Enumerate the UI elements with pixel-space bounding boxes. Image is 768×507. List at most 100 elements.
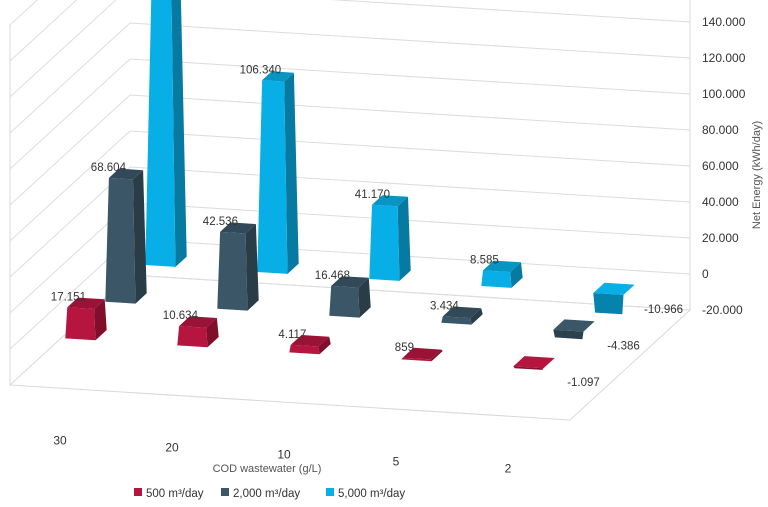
y-tick-label: 140.000 [702, 15, 746, 29]
bar-front [481, 270, 512, 288]
bar-front [593, 293, 624, 315]
data-label: 42.536 [203, 216, 238, 228]
y-tick-label: 120.000 [702, 51, 746, 65]
legend-label: 2,000 m³/day [233, 488, 300, 500]
bar: 3.434 [430, 300, 483, 325]
gridline [9, 130, 691, 242]
legend-swatch [134, 488, 142, 496]
bar-side [358, 277, 371, 318]
bar-top [179, 316, 217, 328]
gridline [9, 0, 78, 62]
y-axis-ticks: 180.000160.000140.000120.000100.00080.00… [702, 15, 746, 317]
bar: 106.340 [240, 65, 299, 274]
bar-top [262, 71, 294, 82]
bar: -1.097 [513, 356, 600, 389]
bar-top [593, 282, 635, 295]
data-label: 4.117 [278, 329, 306, 341]
data-label: -4.386 [607, 341, 640, 353]
legend-swatch [326, 488, 334, 496]
bar: 4.117 [278, 329, 331, 355]
bar: 171.510 [145, 0, 187, 267]
y-tick-label: 20.000 [702, 231, 739, 245]
bars: 171.510 106.340 41.170 8.585 -10.966 68.604 42… [51, 0, 683, 389]
data-label: 106.340 [240, 65, 282, 77]
x-axis-label: COD wastewater (g/L) [213, 463, 322, 475]
bar-side [133, 170, 147, 304]
bar-front [369, 204, 400, 281]
y-axis-label: Net Energy (kWh/day) [751, 121, 763, 229]
bar-top [108, 168, 144, 180]
bar-front [513, 366, 544, 370]
legend-label: 500 m³/day [146, 488, 204, 500]
bar-front [553, 329, 584, 340]
bar-side [284, 72, 299, 274]
bar-side [206, 318, 219, 348]
bar-top [442, 306, 482, 319]
data-label: 3.434 [430, 300, 459, 312]
x-tick-label: 20 [165, 441, 179, 455]
bar-side [430, 349, 443, 362]
bar: 859 [395, 342, 443, 362]
gridline [9, 58, 691, 170]
bar-side [510, 262, 523, 288]
bar-top [67, 297, 105, 309]
x-tick-label: 2 [505, 462, 512, 476]
data-label: -10.966 [644, 304, 683, 316]
y-tick-label: 0 [702, 267, 709, 281]
back-wall-edge [689, 0, 691, 310]
bar-top [483, 260, 521, 273]
bar-front [105, 177, 136, 304]
bar: 41.170 [355, 189, 411, 281]
bar-front [217, 231, 248, 311]
bar-top [553, 319, 595, 332]
bar-top [290, 335, 330, 347]
bar: 8.585 [470, 255, 523, 288]
bar: -10.966 [593, 282, 683, 316]
gridline [9, 22, 691, 134]
data-label: 17.151 [51, 291, 86, 303]
data-label: 68.604 [91, 162, 127, 174]
data-label: 41.170 [355, 189, 390, 201]
bar-front [177, 326, 208, 348]
bar-side [245, 224, 259, 311]
bar-top [331, 276, 369, 288]
bar-top [513, 356, 555, 369]
y-tick-label: 40.000 [702, 195, 739, 209]
gridline [9, 0, 691, 98]
bar-front [65, 307, 96, 341]
bar-side [171, 0, 187, 267]
gridline [9, 94, 691, 206]
data-label: 10.634 [163, 310, 199, 322]
data-label: -1.097 [567, 377, 600, 389]
x-axis-ticks: 30 20 10 5 2 [53, 434, 511, 476]
bar: 16.468 [315, 270, 371, 318]
x-tick-label: 30 [53, 434, 67, 448]
bar-front [329, 285, 360, 318]
bar-front [401, 357, 432, 362]
y-tick-label: 60.000 [702, 159, 739, 173]
bar-front [257, 80, 288, 274]
bar-side [397, 196, 411, 281]
gridline [9, 166, 691, 278]
bar-front [441, 316, 472, 325]
y-tick-label: 100.000 [702, 87, 746, 101]
x-tick-label: 5 [393, 455, 400, 469]
y-tick-label: -20.000 [702, 303, 743, 317]
bar-top [220, 222, 256, 234]
bar: -4.386 [553, 319, 640, 353]
bar-side [318, 336, 331, 355]
bar: 68.604 [91, 162, 147, 304]
x-tick-label: 10 [277, 448, 291, 462]
data-label: 16.468 [315, 270, 350, 282]
bar-side [94, 299, 107, 341]
legend: 500 m³/day 2,000 m³/day 5,000 m³/day [134, 488, 405, 500]
legend-label: 5,000 m³/day [338, 488, 405, 500]
legend-swatch [221, 488, 229, 496]
bar: 42.536 [203, 216, 259, 311]
bar-front [145, 0, 176, 267]
data-label: 859 [395, 342, 414, 354]
bar-side [470, 308, 483, 325]
bar: 17.151 [51, 291, 107, 341]
bar: 10.634 [163, 310, 219, 348]
